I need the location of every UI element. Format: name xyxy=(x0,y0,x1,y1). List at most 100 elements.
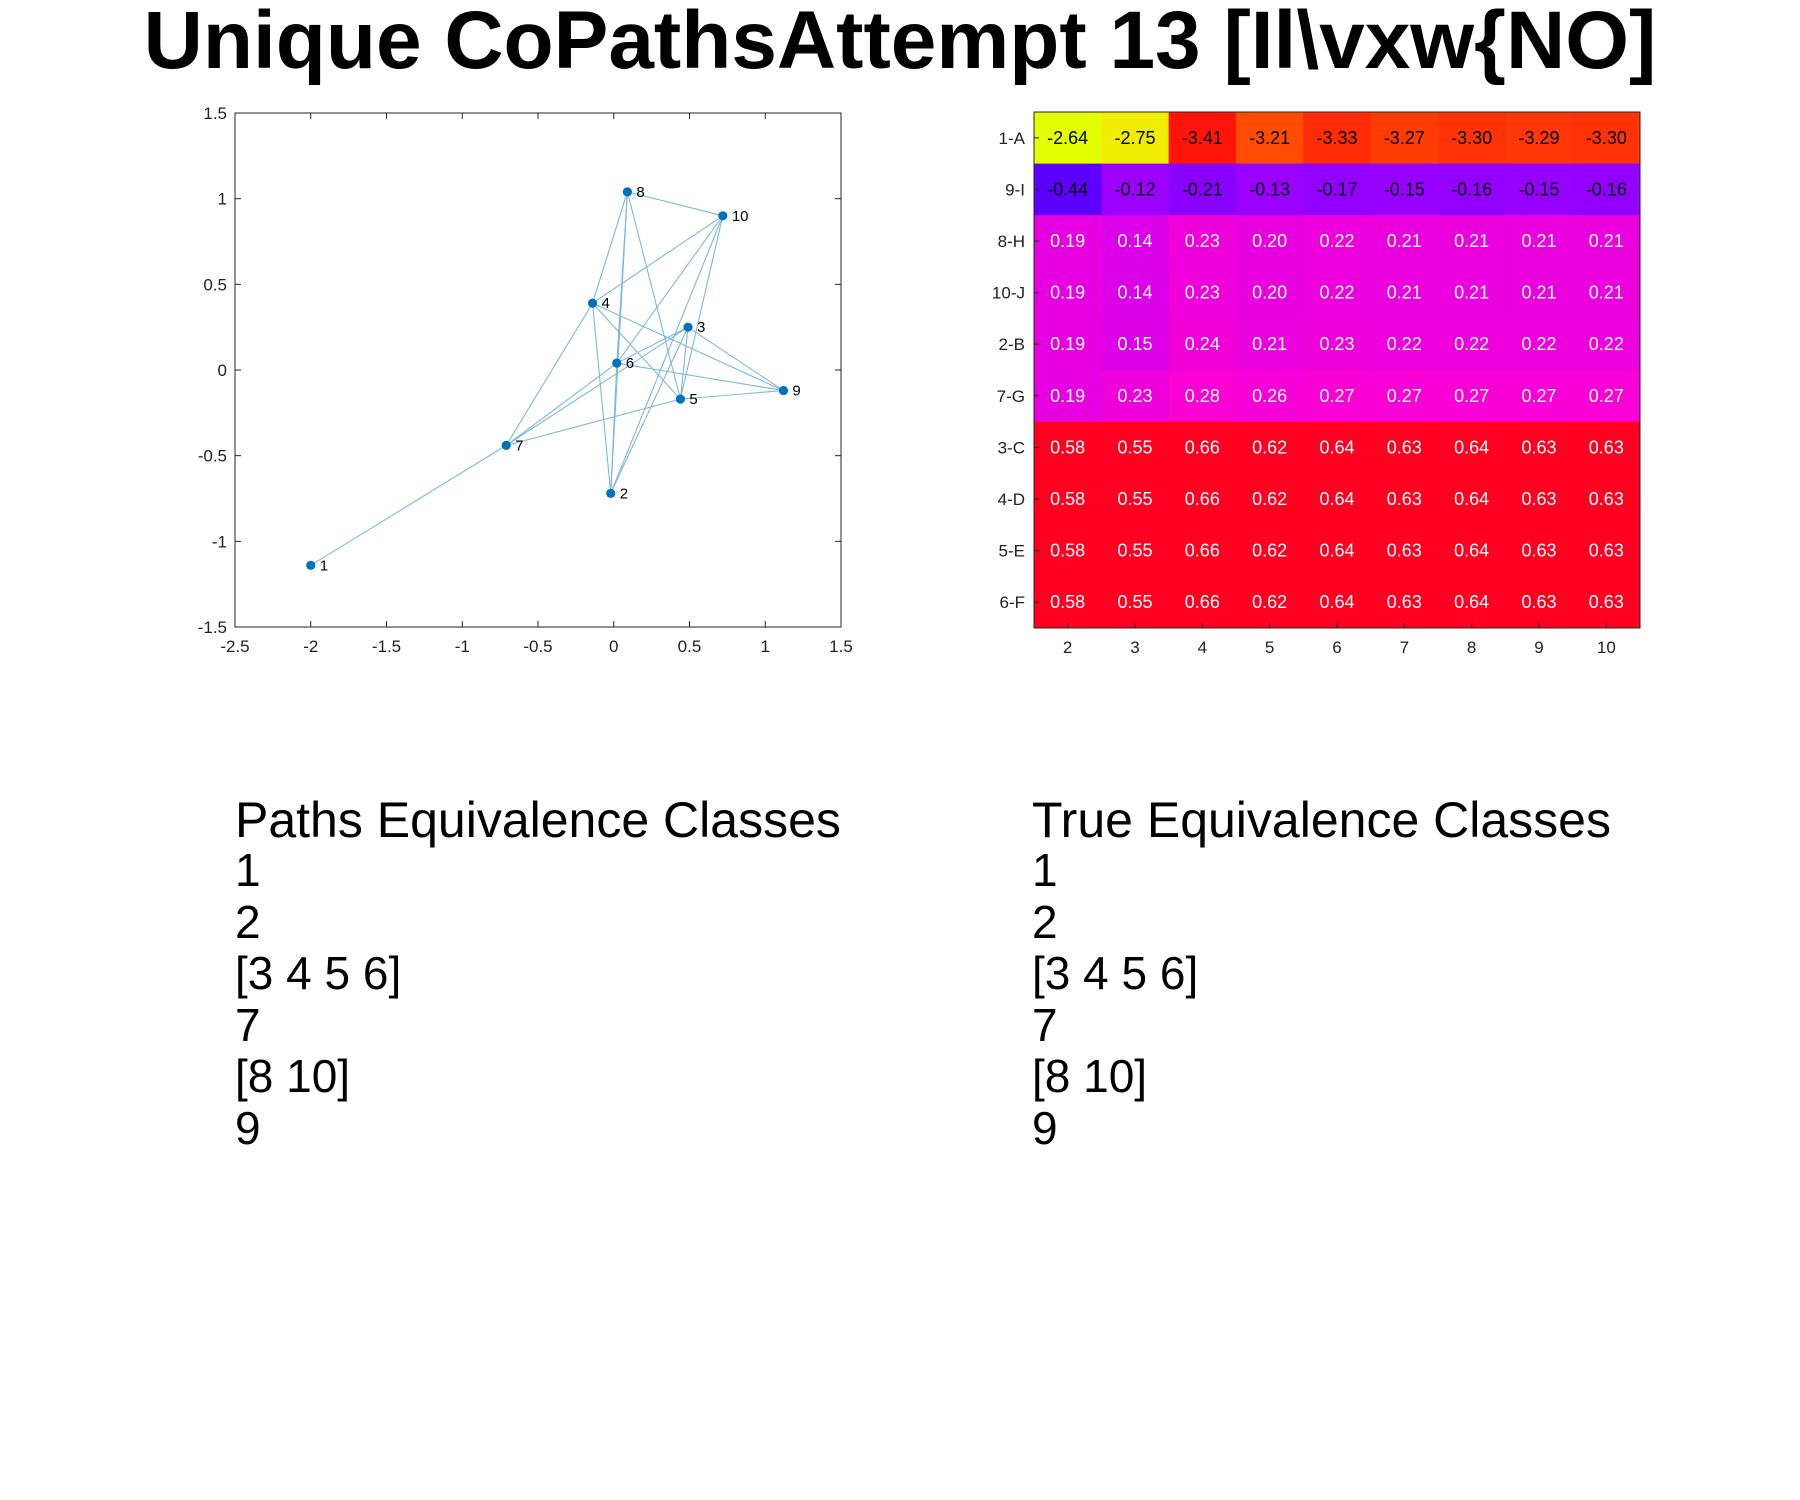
graph-edge xyxy=(680,390,784,400)
heatmap-cell xyxy=(1236,473,1304,526)
heatmap-cell-label: 0.27 xyxy=(1589,386,1624,406)
heatmap-cell-label: 0.63 xyxy=(1589,541,1624,561)
heatmap-cell xyxy=(1438,318,1506,371)
heatmap-cell xyxy=(1101,473,1170,526)
heatmap-cell-label: 0.21 xyxy=(1521,231,1556,251)
heatmap-cell xyxy=(1572,473,1641,526)
graph-edge xyxy=(610,215,724,494)
heatmap-cell-label: 0.58 xyxy=(1050,592,1085,612)
heatmap-cell-label: 0.63 xyxy=(1387,592,1422,612)
graph-node xyxy=(612,358,622,368)
heatmap-cell xyxy=(1370,421,1439,474)
heatmap-cell xyxy=(1370,163,1439,216)
graph-node xyxy=(306,560,316,570)
heatmap-cell-label: 0.58 xyxy=(1050,541,1085,561)
row-label: 6-F xyxy=(1000,593,1026,612)
heatmap-cell-label: 0.22 xyxy=(1521,334,1556,354)
heatmap-cell xyxy=(1438,370,1506,423)
heatmap-cell-label: 0.20 xyxy=(1252,231,1287,251)
heatmap-cell xyxy=(1168,370,1237,423)
graph-edge xyxy=(610,326,689,494)
graph-edge xyxy=(687,326,784,392)
true-class-item: 9 xyxy=(1032,1101,1058,1154)
heatmap-cell xyxy=(1438,163,1506,216)
heatmap-cell xyxy=(1101,524,1170,577)
heatmap-cell xyxy=(1236,421,1304,474)
heatmap-cell xyxy=(1572,215,1641,268)
y-tick-label: -1 xyxy=(212,532,227,551)
graph-edge xyxy=(679,215,724,400)
row-label: 4-D xyxy=(998,490,1025,509)
row-label: 2-B xyxy=(999,335,1025,354)
y-tick-label: 1.5 xyxy=(203,104,227,123)
heatmap-cell-label: 0.23 xyxy=(1185,283,1220,303)
heatmap-cell-label: 0.66 xyxy=(1185,592,1220,612)
heatmap-cell-label: 0.63 xyxy=(1521,437,1556,457)
heatmap-cell xyxy=(1034,163,1102,216)
graph-node xyxy=(718,211,728,221)
heatmap-cell xyxy=(1034,318,1102,371)
true-class-item: 1 xyxy=(1032,844,1058,896)
heatmap-cell-label: -3.30 xyxy=(1451,128,1492,148)
paths-class-item: 2 xyxy=(235,895,261,948)
heatmap-cell-label: 0.14 xyxy=(1117,283,1152,303)
heatmap-cell xyxy=(1370,318,1439,371)
column-label: 8 xyxy=(1467,638,1476,657)
heatmap-cell xyxy=(1438,524,1506,577)
paths-class-item: [8 10] xyxy=(235,1050,351,1102)
heatmap-plot: -2.64 -2.75 -3.41 -3.21 -3.33 -3.27 -3.30 -3.29… xyxy=(992,111,1641,657)
graph-node xyxy=(501,440,511,450)
row-label: 8-H xyxy=(998,232,1025,251)
node-label: 4 xyxy=(602,295,610,312)
column-label: 4 xyxy=(1198,638,1207,657)
heatmap-cell xyxy=(1505,576,1574,629)
heatmap-cell xyxy=(1303,215,1372,268)
heatmap-cell-label: 0.19 xyxy=(1050,231,1085,251)
heatmap-cell xyxy=(1034,215,1102,268)
heatmap-cell xyxy=(1370,473,1439,526)
heatmap-cell xyxy=(1168,318,1237,371)
heatmap-cell xyxy=(1438,421,1506,474)
graph-edge xyxy=(592,302,681,400)
heatmap-cell-label: 0.62 xyxy=(1252,437,1287,457)
heatmap-cell-label: 0.64 xyxy=(1454,437,1489,457)
heatmap-cell-label: 0.55 xyxy=(1117,541,1152,561)
heatmap-cell-label: -3.21 xyxy=(1249,128,1290,148)
y-tick-label: 0.5 xyxy=(203,275,227,294)
heatmap-cell xyxy=(1303,163,1372,216)
heatmap-cell-label: -3.27 xyxy=(1384,128,1425,148)
heatmap-cell xyxy=(1034,370,1102,423)
heatmap-cell xyxy=(1236,163,1304,216)
heatmap-cell-label: 0.64 xyxy=(1319,592,1354,612)
y-tick-label: -0.5 xyxy=(198,447,227,466)
graph-edge xyxy=(310,444,507,566)
heatmap-cell-label: 0.64 xyxy=(1319,541,1354,561)
heatmap-cell xyxy=(1505,370,1574,423)
heatmap-cell-label: 0.27 xyxy=(1319,386,1354,406)
heatmap-cell xyxy=(1572,421,1641,474)
node-label: 5 xyxy=(689,391,697,408)
graph-node xyxy=(622,187,632,197)
heatmap-cell xyxy=(1034,266,1102,319)
heatmap-cell xyxy=(1303,421,1372,474)
heatmap-cell-label: -3.30 xyxy=(1586,128,1627,148)
heatmap-cell xyxy=(1168,215,1237,268)
heatmap-cell-label: -0.13 xyxy=(1249,179,1290,199)
node-label: 9 xyxy=(792,383,800,400)
heatmap-cell xyxy=(1303,524,1372,577)
heatmap-cell xyxy=(1572,163,1641,216)
heatmap-cell xyxy=(1236,266,1304,319)
heatmap-cell-label: 0.64 xyxy=(1454,592,1489,612)
heatmap-cell xyxy=(1438,266,1506,319)
heatmap-cell-label: 0.15 xyxy=(1117,334,1152,354)
heatmap-cell xyxy=(1101,370,1170,423)
heatmap-cell-label: -3.41 xyxy=(1182,128,1223,148)
node-label: 3 xyxy=(697,319,705,336)
heatmap-cell-label: -0.16 xyxy=(1451,179,1492,199)
heatmap-cell xyxy=(1168,473,1237,526)
heatmap-cell-label: 0.23 xyxy=(1319,334,1354,354)
graph-node xyxy=(606,488,616,498)
heatmap-cell xyxy=(1505,163,1574,216)
heatmap-cell-label: -3.33 xyxy=(1316,128,1357,148)
heatmap-cell xyxy=(1438,576,1506,629)
